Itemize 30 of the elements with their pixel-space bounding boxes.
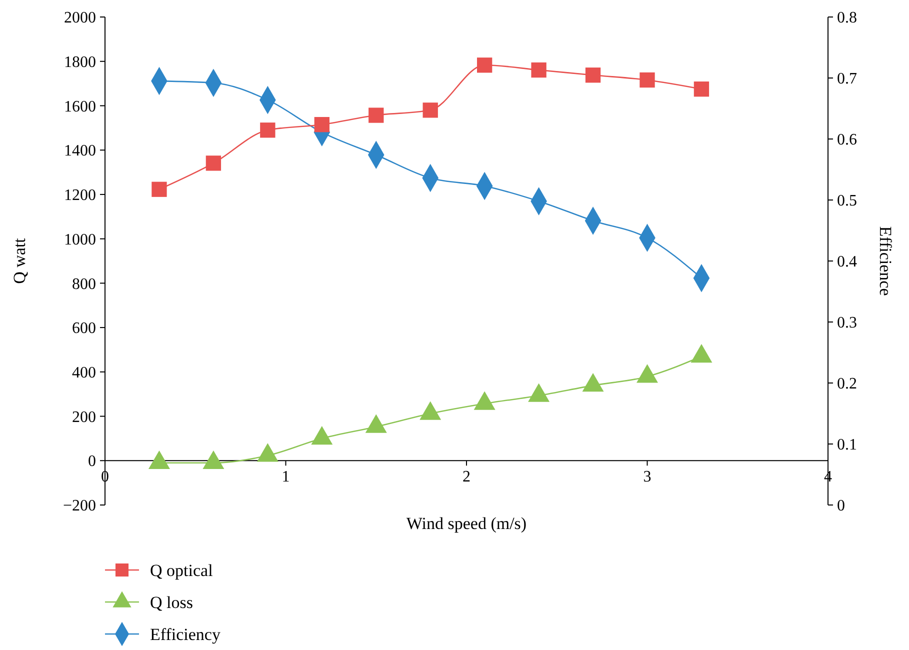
y2-tick-label: 0.2: [837, 376, 857, 393]
y-tick-label: 1000: [64, 231, 96, 248]
y2-tick-label: 0.1: [837, 436, 857, 454]
y-tick-label: 1200: [64, 187, 96, 204]
y2-tick-label: 0.8: [837, 10, 857, 27]
y2-tick-label: 0.5: [837, 192, 857, 210]
x-axis-title: Wind speed (m/s): [406, 514, 527, 533]
y-tick-label: 1600: [64, 98, 96, 116]
legend-label: Q loss: [150, 592, 193, 612]
y-tick-label: 800: [72, 276, 96, 293]
y-tick-label: 200: [72, 408, 96, 426]
y-tick-label: 2000: [64, 10, 96, 27]
legend-label: Q optical: [150, 560, 214, 580]
x-tick-label: 2: [462, 468, 470, 486]
y2-tick-label: 0: [837, 498, 845, 515]
y2-tick-label: 0.6: [837, 132, 857, 149]
y2-tick-label: 0.7: [837, 70, 857, 88]
y2-tick-label: 0.3: [837, 314, 857, 332]
y-axis-title: Q watt: [10, 238, 29, 284]
y-tick-label: 1400: [64, 142, 96, 160]
y2-axis-title: Efficience: [876, 226, 895, 296]
x-tick-label: 3: [643, 468, 652, 486]
y2-tick-label: 0.4: [837, 254, 857, 271]
y-tick-label: 600: [72, 320, 96, 338]
y-tick-label: 400: [72, 364, 96, 382]
y-tick-label: −200: [62, 498, 96, 515]
y-tick-label: 0: [88, 453, 96, 470]
legend-label: Efficiency: [150, 624, 221, 644]
y-tick-label: 1800: [64, 54, 96, 71]
x-tick-label: 1: [282, 468, 290, 486]
